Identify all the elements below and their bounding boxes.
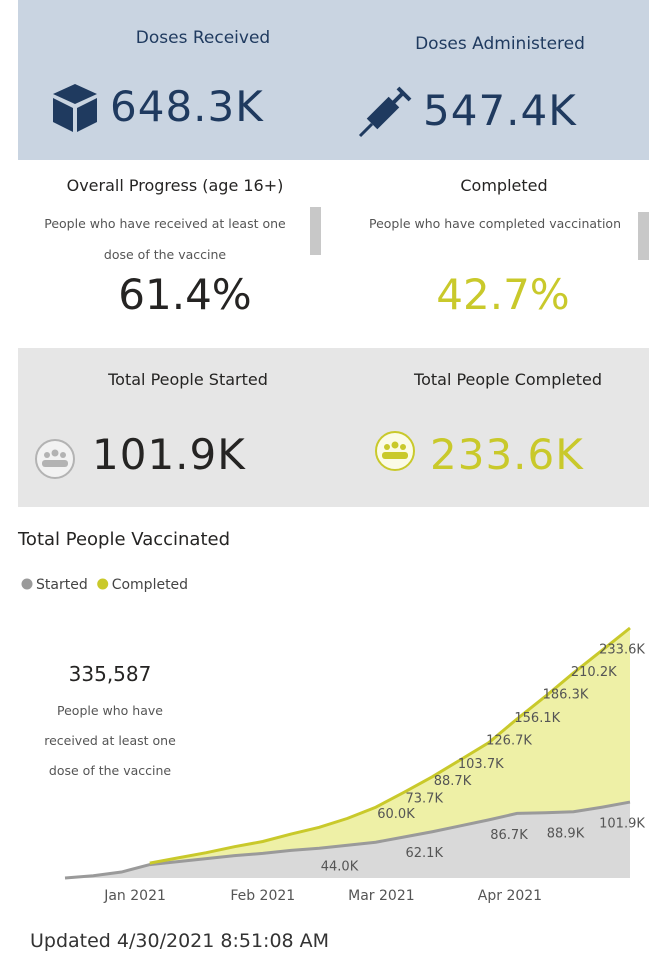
card-title: Total People Started — [108, 370, 268, 389]
data-label: 156.1K — [514, 711, 560, 726]
progress-value: 42.7% — [436, 270, 570, 319]
data-label: 233.6K — [599, 643, 645, 658]
data-label: 44.0K — [321, 860, 359, 875]
data-label: 62.1K — [406, 846, 444, 861]
data-label: 88.9K — [547, 826, 585, 841]
people-panel: Total People Started 101.9K Total People… — [18, 348, 649, 507]
data-label: 210.2K — [571, 665, 617, 680]
chart: Total People Vaccinated Started Completed… — [17, 529, 645, 904]
card-title: Total People Completed — [414, 370, 602, 389]
card-value: 547.4K — [423, 86, 577, 135]
annotation-value: 335,587 — [68, 662, 152, 686]
x-tick-label: Jan 2021 — [103, 888, 166, 904]
scrollbar[interactable] — [310, 207, 321, 255]
card-value: 648.3K — [110, 82, 264, 131]
syringe-icon — [358, 86, 412, 138]
data-label: 126.7K — [486, 733, 532, 748]
completed-line — [149, 626, 631, 865]
card-title: Doses Administered — [415, 34, 585, 54]
data-label: 101.9K — [599, 817, 645, 832]
progress-description: People who have completed vaccination — [368, 216, 621, 231]
data-label: 73.7K — [406, 791, 444, 806]
legend-label: Completed — [112, 577, 188, 593]
updated-text: Updated 4/30/2021 8:51:08 AM — [30, 930, 330, 952]
legend-swatch — [97, 578, 109, 590]
legend-label: Started — [36, 577, 88, 593]
progress-title: Overall Progress (age 16+) — [66, 176, 284, 195]
progress-title: Completed — [460, 176, 548, 195]
annotation-text: People who have received at least one do… — [44, 703, 176, 778]
completed-area — [149, 628, 630, 865]
data-label: 103.7K — [458, 757, 504, 772]
data-label: 186.3K — [543, 687, 589, 702]
data-label: 60.0K — [377, 807, 415, 822]
people-icon — [35, 439, 75, 479]
data-label: 88.7K — [434, 774, 472, 789]
x-tick-label: Mar 2021 — [348, 888, 415, 904]
card-value: 101.9K — [92, 430, 246, 479]
box-icon — [53, 84, 97, 132]
x-tick-label: Apr 2021 — [478, 888, 542, 904]
doses-panel: Doses Received 648.3K Doses Administered… — [18, 0, 649, 160]
card-value: 233.6K — [430, 430, 584, 479]
scrollbar[interactable] — [638, 212, 649, 260]
people-icon — [375, 431, 415, 471]
chart-title: Total People Vaccinated — [17, 529, 230, 550]
x-tick-label: Feb 2021 — [230, 888, 295, 904]
progress-description: People who have received at least one do… — [44, 216, 286, 262]
card-title: Doses Received — [135, 28, 271, 48]
data-label: 86.7K — [490, 828, 528, 843]
progress-value: 61.4% — [118, 270, 252, 319]
legend-swatch — [21, 578, 33, 590]
started-line — [64, 800, 631, 880]
